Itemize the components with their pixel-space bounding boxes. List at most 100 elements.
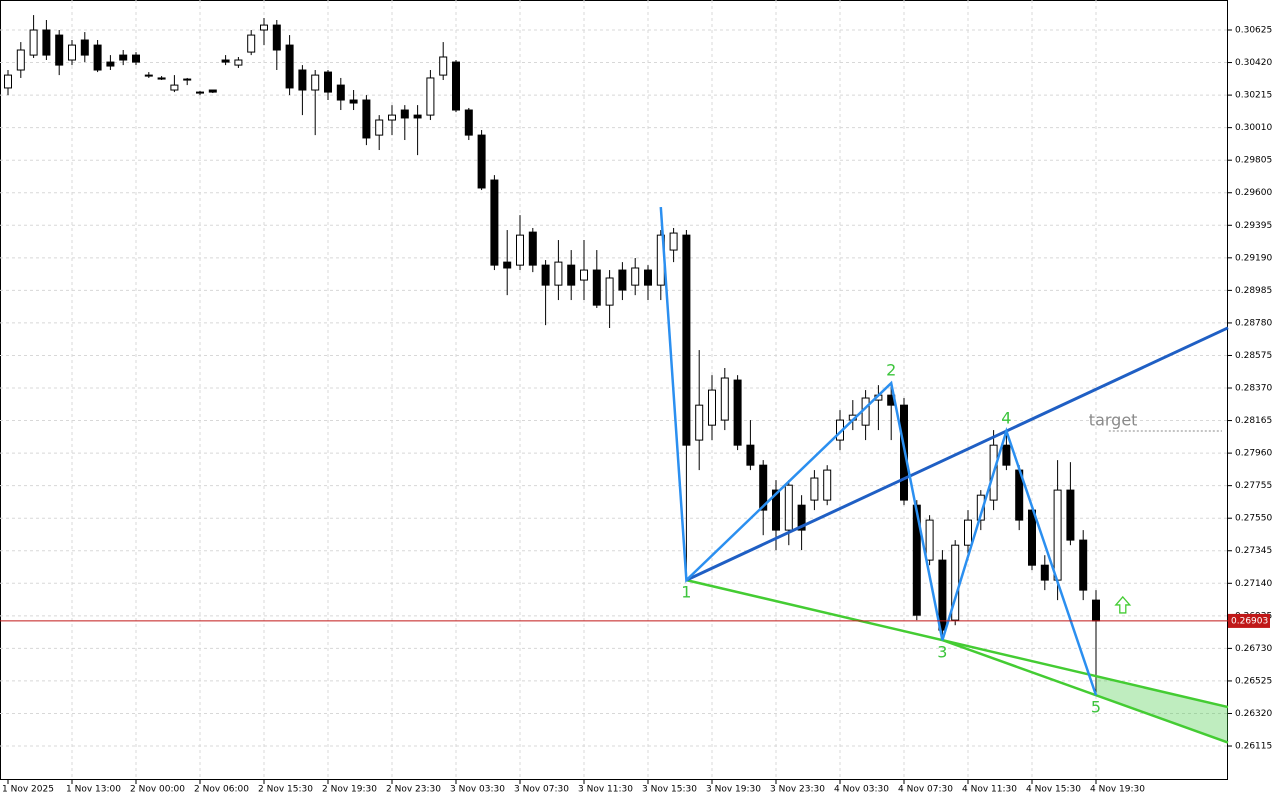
y-tick-label: 0.30215 bbox=[1235, 91, 1272, 101]
candle-body bbox=[746, 444, 755, 466]
candle-body bbox=[196, 91, 204, 94]
y-tick-label: 0.30420 bbox=[1235, 58, 1272, 68]
candle-body bbox=[221, 59, 230, 63]
candle-body bbox=[618, 269, 627, 291]
candle-body bbox=[247, 34, 256, 53]
candle-body bbox=[298, 69, 307, 91]
x-tick-label: 3 Nov 23:30 bbox=[770, 785, 825, 795]
candle-body bbox=[388, 114, 396, 121]
candle-body bbox=[784, 484, 793, 531]
candle-body bbox=[80, 39, 89, 56]
candle-body bbox=[1092, 599, 1100, 622]
candle-body bbox=[516, 234, 524, 266]
candle-body bbox=[567, 264, 576, 286]
y-tick-label: 0.30625 bbox=[1235, 26, 1272, 36]
y-tick-label: 0.27550 bbox=[1235, 514, 1272, 524]
candle-body bbox=[4, 74, 12, 89]
y-tick-label: 0.27345 bbox=[1235, 546, 1272, 556]
candle-body bbox=[16, 49, 25, 71]
candle-body bbox=[733, 379, 742, 446]
candle-body bbox=[93, 44, 102, 71]
candle-body bbox=[695, 404, 704, 441]
candle-body bbox=[464, 109, 473, 136]
candle-body bbox=[490, 179, 499, 266]
x-tick-label: 2 Nov 19:30 bbox=[322, 785, 377, 795]
target-zone bbox=[1096, 676, 1228, 743]
candle-body bbox=[759, 464, 768, 511]
y-tick-label: 0.28985 bbox=[1235, 286, 1272, 296]
current-price-box bbox=[1228, 613, 1270, 628]
candle-body bbox=[720, 377, 729, 421]
y-tick-label: 0.28780 bbox=[1235, 318, 1272, 328]
candle-body bbox=[439, 56, 448, 76]
y-tick-label: 0.29805 bbox=[1235, 156, 1272, 166]
candle-body bbox=[183, 78, 192, 81]
candle-body bbox=[375, 119, 384, 136]
candle-body bbox=[349, 99, 358, 104]
y-tick-label: 0.29600 bbox=[1235, 188, 1272, 198]
candle-body bbox=[605, 277, 614, 306]
candle-body bbox=[1079, 539, 1088, 591]
wave-point-label: 3 bbox=[937, 643, 947, 662]
candle-body bbox=[823, 469, 832, 501]
candle-body bbox=[925, 519, 934, 561]
candle-body bbox=[400, 109, 409, 119]
candle-body bbox=[797, 504, 806, 531]
y-tick-label: 0.29395 bbox=[1235, 221, 1272, 231]
candle-body bbox=[477, 134, 486, 189]
candle-body bbox=[132, 54, 140, 63]
candle-body bbox=[68, 44, 76, 61]
current-price-label: 0.26903 bbox=[1231, 616, 1268, 626]
y-tick-label: 0.27140 bbox=[1235, 579, 1272, 589]
candle-body bbox=[42, 29, 51, 56]
candle-body bbox=[55, 34, 64, 66]
y-tick-label: 0.26525 bbox=[1235, 676, 1272, 686]
candle-body bbox=[311, 74, 320, 91]
y-tick-label: 0.27960 bbox=[1235, 449, 1272, 459]
y-tick-label: 0.26115 bbox=[1235, 742, 1272, 752]
trend-line-1-4 bbox=[685, 326, 1229, 582]
candle-body bbox=[1066, 489, 1075, 541]
candle-body bbox=[554, 261, 563, 286]
x-tick-label: 2 Nov 23:30 bbox=[386, 785, 441, 795]
candle-body bbox=[964, 519, 972, 546]
x-tick-label: 4 Nov 19:30 bbox=[1090, 785, 1145, 795]
candle-body bbox=[1028, 509, 1036, 566]
trend-line-1-3 bbox=[686, 578, 1229, 709]
candle-body bbox=[1040, 564, 1049, 581]
candle-body bbox=[324, 71, 332, 93]
x-tick-label: 3 Nov 07:30 bbox=[514, 785, 569, 795]
candle-body bbox=[452, 61, 460, 111]
candle-body bbox=[772, 489, 780, 531]
candle-body bbox=[631, 267, 640, 286]
y-tick-label: 0.30010 bbox=[1235, 123, 1272, 133]
x-tick-label: 2 Nov 06:00 bbox=[194, 785, 249, 795]
candle-body bbox=[208, 89, 217, 93]
candle-body bbox=[580, 269, 588, 281]
candle-body bbox=[912, 504, 921, 616]
wave-point-label: 2 bbox=[886, 361, 896, 380]
candle-body bbox=[644, 269, 652, 286]
candle-body bbox=[682, 234, 691, 446]
candle-body bbox=[157, 77, 166, 80]
candle-body bbox=[234, 59, 243, 66]
candle-body bbox=[413, 114, 422, 119]
candle-body bbox=[362, 99, 371, 139]
wave-zigzag bbox=[659, 206, 1098, 696]
x-tick-label: 3 Nov 03:30 bbox=[450, 785, 505, 795]
x-tick-label: 4 Nov 03:30 bbox=[834, 785, 889, 795]
candle-body bbox=[708, 389, 716, 426]
candle-body bbox=[976, 494, 985, 521]
wave-point-label: 1 bbox=[681, 583, 691, 602]
y-tick-label: 0.28575 bbox=[1235, 351, 1272, 361]
x-tick-label: 3 Nov 15:30 bbox=[642, 785, 697, 795]
candle-body bbox=[426, 77, 435, 116]
candle-body bbox=[144, 74, 153, 77]
candle-body bbox=[119, 54, 128, 61]
candle-body bbox=[1053, 489, 1062, 581]
plot-border bbox=[0, 0, 1228, 780]
candle-body bbox=[170, 84, 179, 91]
candle-body bbox=[503, 261, 512, 269]
